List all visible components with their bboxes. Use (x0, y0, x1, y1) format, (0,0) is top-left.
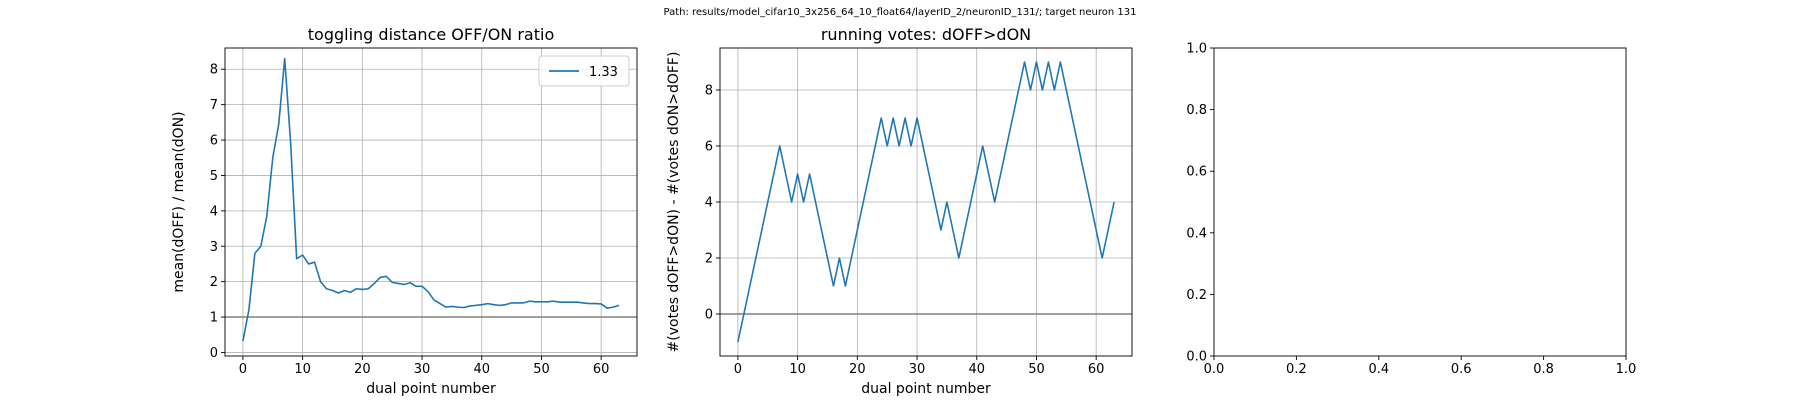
x-tick-label: 60 (1088, 362, 1105, 377)
x-tick-label: 0.6 (1451, 362, 1472, 377)
figure-suptitle: Path: results/model_cifar10_3x256_64_10_… (663, 7, 1137, 18)
x-axis-label: dual point number (861, 381, 991, 397)
y-tick-label: 0.0 (1186, 350, 1207, 365)
y-tick-label: 4 (210, 204, 218, 219)
y-tick-label: 4 (705, 196, 713, 211)
x-tick-label: 0.0 (1204, 362, 1225, 377)
chart-panel-3: 0.0 0.2 0.4 0.6 0.8 1.0 0.0 0.2 0.4 0.6 0.8 1.0 (1186, 42, 1636, 378)
x-tick-label: 1.0 (1616, 362, 1637, 377)
x-tick-label: 30 (414, 362, 431, 377)
y-tick-label: 7 (210, 98, 218, 113)
x-tick-label: 20 (849, 362, 866, 377)
x-tick-label: 50 (533, 362, 550, 377)
chart-panel-1: 0 10 20 30 40 50 60 0 1 2 3 4 5 6 7 8 toggling distance … (171, 25, 638, 397)
x-tick-label: 30 (909, 362, 926, 377)
y-tick-label: 3 (210, 240, 218, 255)
x-tick-label: 20 (354, 362, 371, 377)
x-tick-label: 0 (734, 362, 742, 377)
y-axis-label: mean(dOFF) / mean(dON) (171, 111, 187, 292)
y-tick-label: 0.4 (1186, 226, 1207, 241)
y-axis-label: #(votes dOFF>dON) - #(votes dON>dOFF) (666, 52, 682, 353)
x-tick-label: 10 (294, 362, 311, 377)
y-tick-label: 2 (705, 252, 713, 267)
y-tick-label: 0.2 (1186, 288, 1207, 303)
y-tick-label: 8 (210, 63, 218, 78)
x-tick-label: 0.2 (1286, 362, 1307, 377)
y-tick-label: 1 (210, 311, 218, 326)
x-tick-label: 0.4 (1368, 362, 1389, 377)
y-tick-label: 6 (705, 140, 713, 155)
chart-panel-2: 0 10 20 30 40 50 60 0 2 4 6 8 running votes: dOFF>dO… (666, 25, 1133, 397)
y-tick-label: 8 (705, 84, 713, 99)
axes-frame (224, 47, 638, 357)
series-line (737, 61, 1115, 343)
y-tick-label: 0 (210, 346, 218, 361)
y-tick-label: 6 (210, 134, 218, 149)
x-tick-label: 0.8 (1533, 362, 1554, 377)
x-axis-label: dual point number (366, 381, 496, 397)
chart-title: running votes: dOFF>dON (821, 25, 1031, 44)
y-tick-label: 1.0 (1186, 42, 1207, 57)
y-tick-label: 0.6 (1186, 165, 1207, 180)
y-tick-label: 5 (210, 169, 218, 184)
legend-box (538, 55, 630, 87)
axes-frame (1213, 47, 1627, 357)
legend-entry-label: 1.33 (589, 65, 618, 80)
x-tick-label: 50 (1028, 362, 1045, 377)
chart-title: toggling distance OFF/ON ratio (308, 25, 554, 44)
x-tick-label: 0 (239, 362, 247, 377)
x-tick-label: 10 (789, 362, 806, 377)
x-tick-label: 40 (473, 362, 490, 377)
legend: 1.33 (538, 55, 630, 87)
y-tick-label: 0 (705, 308, 713, 323)
x-tick-label: 40 (968, 362, 985, 377)
series-line (242, 57, 620, 342)
x-tick-label: 60 (593, 362, 610, 377)
y-tick-label: 2 (210, 275, 218, 290)
y-tick-label: 0.8 (1186, 103, 1207, 118)
